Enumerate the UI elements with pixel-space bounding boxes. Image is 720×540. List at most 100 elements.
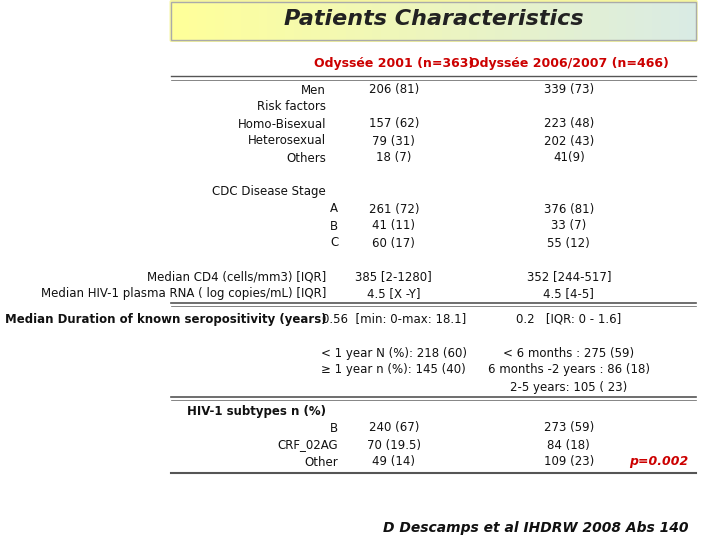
Text: Median HIV-1 plasma RNA ( log copies/mL) [IQR]: Median HIV-1 plasma RNA ( log copies/mL)…	[41, 287, 326, 300]
Text: 4.5 [4-5]: 4.5 [4-5]	[544, 287, 594, 300]
Text: 2-5 years: 105 ( 23): 2-5 years: 105 ( 23)	[510, 381, 628, 394]
Text: Patients Characteristics: Patients Characteristics	[284, 9, 583, 29]
Text: C: C	[330, 237, 338, 249]
Text: 60 (17): 60 (17)	[372, 237, 415, 249]
Bar	[197, 2, 207, 40]
Bar	[171, 2, 181, 40]
Bar	[530, 2, 539, 40]
Text: 49 (14): 49 (14)	[372, 456, 415, 469]
Text: 223 (48): 223 (48)	[544, 118, 594, 131]
Bar	[644, 2, 653, 40]
FancyBboxPatch shape	[169, 0, 698, 42]
Text: 0.2   [IQR: 0 - 1.6]: 0.2 [IQR: 0 - 1.6]	[516, 313, 621, 326]
Text: 70 (19.5): 70 (19.5)	[367, 438, 421, 451]
Bar	[688, 2, 697, 40]
Text: CDC Disease Stage: CDC Disease Stage	[212, 186, 326, 199]
Bar	[311, 2, 320, 40]
Text: Odyssée 2001 (n=363): Odyssée 2001 (n=363)	[314, 57, 474, 71]
Text: 6 months -2 years : 86 (18): 6 months -2 years : 86 (18)	[488, 363, 650, 376]
Text: 79 (31): 79 (31)	[372, 134, 415, 147]
Text: Median CD4 (cells/mm3) [IQR]: Median CD4 (cells/mm3) [IQR]	[147, 271, 326, 284]
Bar	[521, 2, 531, 40]
Bar	[180, 2, 189, 40]
Bar	[635, 2, 644, 40]
Text: 206 (81): 206 (81)	[369, 84, 419, 97]
Bar	[267, 2, 277, 40]
Bar	[565, 2, 575, 40]
Text: Risk factors: Risk factors	[257, 100, 326, 113]
Bar	[600, 2, 609, 40]
Bar	[547, 2, 557, 40]
Text: 4.5 [X -Y]: 4.5 [X -Y]	[367, 287, 420, 300]
Text: Homo-Bisexual: Homo-Bisexual	[238, 118, 326, 131]
Text: 41(9): 41(9)	[553, 152, 585, 165]
Text: 84 (18): 84 (18)	[547, 438, 590, 451]
Text: 202 (43): 202 (43)	[544, 134, 594, 147]
Text: A: A	[330, 202, 338, 215]
Text: 385 [2-1280]: 385 [2-1280]	[356, 271, 432, 284]
Text: D Descamps et al IHDRW 2008 Abs 140: D Descamps et al IHDRW 2008 Abs 140	[383, 521, 688, 535]
Bar	[224, 2, 233, 40]
Bar	[679, 2, 688, 40]
Bar	[258, 2, 268, 40]
Bar	[670, 2, 680, 40]
Bar	[495, 2, 505, 40]
Bar	[355, 2, 364, 40]
Text: Other: Other	[305, 456, 338, 469]
Text: CRF_02AG: CRF_02AG	[277, 438, 338, 451]
Bar	[556, 2, 566, 40]
Text: 41 (11): 41 (11)	[372, 219, 415, 233]
Text: 55 (12): 55 (12)	[547, 237, 590, 249]
Text: < 1 year N (%): 218 (60): < 1 year N (%): 218 (60)	[321, 347, 467, 360]
Bar	[433, 2, 444, 40]
Bar	[390, 2, 400, 40]
Text: 33 (7): 33 (7)	[552, 219, 587, 233]
Bar	[582, 2, 592, 40]
Bar	[591, 2, 600, 40]
Bar	[425, 2, 434, 40]
Bar	[608, 2, 618, 40]
Bar	[626, 2, 636, 40]
Bar	[477, 2, 487, 40]
Bar	[328, 2, 338, 40]
Text: Others: Others	[287, 152, 326, 165]
Text: Men: Men	[302, 84, 326, 97]
Text: < 6 months : 275 (59): < 6 months : 275 (59)	[503, 347, 634, 360]
Text: 376 (81): 376 (81)	[544, 202, 594, 215]
Bar	[408, 2, 417, 40]
Bar	[503, 2, 513, 40]
Text: 157 (62): 157 (62)	[369, 118, 419, 131]
Bar	[399, 2, 408, 40]
Bar	[338, 2, 347, 40]
Bar	[171, 2, 696, 40]
Bar	[215, 2, 225, 40]
Bar	[574, 2, 583, 40]
Bar	[364, 2, 373, 40]
Bar	[469, 2, 478, 40]
Text: B: B	[330, 219, 338, 233]
Bar	[294, 2, 303, 40]
Bar	[302, 2, 312, 40]
Text: B: B	[330, 422, 338, 435]
Text: 0.56  [min: 0-max: 18.1]: 0.56 [min: 0-max: 18.1]	[322, 313, 466, 326]
Bar	[617, 2, 627, 40]
Text: 240 (67): 240 (67)	[369, 422, 419, 435]
Bar	[241, 2, 251, 40]
Text: ≥ 1 year n (%): 145 (40): ≥ 1 year n (%): 145 (40)	[321, 363, 467, 376]
Bar	[486, 2, 495, 40]
Text: HIV-1 subtypes n (%): HIV-1 subtypes n (%)	[187, 404, 326, 417]
Text: p=0.002: p=0.002	[629, 456, 688, 469]
Text: Heterosexual: Heterosexual	[248, 134, 326, 147]
Bar	[381, 2, 391, 40]
Text: Median Duration of known seropositivity (years): Median Duration of known seropositivity …	[4, 313, 326, 326]
Text: 339 (73): 339 (73)	[544, 84, 594, 97]
Bar	[285, 2, 294, 40]
Text: 261 (72): 261 (72)	[369, 202, 419, 215]
Bar	[372, 2, 382, 40]
Text: 352 [244-517]: 352 [244-517]	[526, 271, 611, 284]
Bar	[539, 2, 548, 40]
Bar	[442, 2, 452, 40]
Bar	[233, 2, 242, 40]
Bar	[189, 2, 198, 40]
Bar	[416, 2, 426, 40]
